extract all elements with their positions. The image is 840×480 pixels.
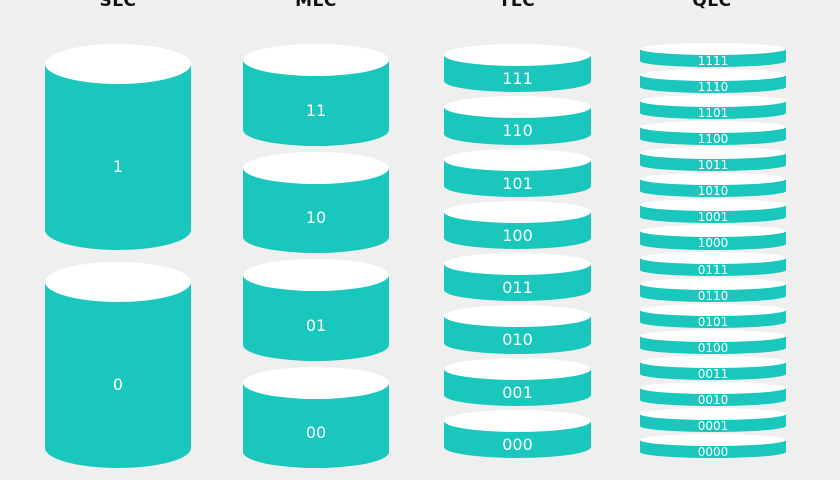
cylinder-top — [444, 44, 591, 66]
tlc-cell-100: 100 — [444, 200, 591, 249]
cylinder-top — [640, 69, 786, 82]
cylinder-top — [640, 355, 786, 368]
mlc-cell-10: 10 — [243, 151, 389, 253]
cell-bits-label: 1111 — [697, 54, 729, 69]
tlc-cell-011: 011 — [444, 253, 591, 302]
cylinder-top — [444, 409, 591, 432]
qlc-cell-0111: 0111 — [640, 251, 786, 277]
cylinder-top — [640, 329, 786, 342]
cylinder-top — [640, 303, 786, 316]
cell-bits-label: 11 — [305, 100, 327, 120]
cylinder-top — [640, 433, 786, 446]
cell-bits-label: 00 — [305, 423, 327, 443]
qlc-cell-0100: 0100 — [640, 329, 786, 355]
cylinder-top — [243, 44, 389, 76]
cell-bits-label: 0100 — [697, 340, 729, 355]
cell-bits-label: 1000 — [697, 236, 729, 251]
qlc-cell-0000: 0000 — [640, 433, 786, 459]
cylinder-top — [444, 357, 591, 380]
slc-cell-0: 0 — [45, 262, 191, 468]
cell-bits-label: 0011 — [697, 366, 729, 381]
cell-bits-label: 0010 — [697, 392, 729, 407]
cylinder-top — [640, 173, 786, 186]
qlc-cell-1100: 1100 — [640, 121, 786, 147]
tlc-cell-001: 001 — [444, 357, 591, 406]
cylinder-top — [444, 96, 591, 119]
cell-bits-label: 0111 — [697, 262, 729, 277]
qlc-cell-1011: 1011 — [640, 147, 786, 173]
mlc-title: MLC — [295, 0, 337, 11]
mlc-cell-00: 00 — [243, 366, 389, 468]
qlc-cell-1110: 1110 — [640, 69, 786, 95]
cylinder-top — [45, 44, 191, 84]
cell-bits-label: 111 — [502, 69, 533, 89]
cell-bits-label: 001 — [502, 382, 533, 402]
cylinder-top — [45, 262, 191, 302]
cylinder-top — [444, 200, 591, 223]
cylinder-top — [640, 43, 786, 55]
cell-bits-label: 1010 — [697, 184, 729, 199]
cylinder-top — [444, 148, 591, 171]
cell-bits-label: 0 — [112, 375, 124, 394]
cell-bits-label: 110 — [502, 121, 533, 141]
cell-bits-label: 0000 — [697, 444, 729, 459]
cell-bits-label: 1110 — [697, 80, 729, 95]
qlc-cell-0011: 0011 — [640, 355, 786, 381]
qlc-cell-0110: 0110 — [640, 277, 786, 303]
cylinder-top — [243, 259, 389, 291]
cell-bits-label: 0101 — [697, 314, 729, 329]
cell-bits-label: 010 — [502, 330, 533, 350]
cell-bits-label: 1001 — [697, 210, 729, 225]
qlc-cell-1010: 1010 — [640, 173, 786, 199]
tlc-cell-010: 010 — [444, 305, 591, 354]
slc-cell-1: 1 — [45, 44, 191, 250]
cylinder-top — [640, 199, 786, 212]
cylinder-top — [444, 253, 591, 275]
tlc-cell-110: 110 — [444, 96, 591, 145]
mlc-cell-11: 11 — [243, 44, 389, 146]
cylinder-top — [243, 151, 389, 184]
cylinder-top — [640, 277, 786, 290]
cylinder-body — [45, 282, 191, 468]
cylinder-body — [45, 64, 191, 250]
qlc-cell-1000: 1000 — [640, 225, 786, 251]
cell-bits-label: 1 — [112, 157, 124, 176]
qlc-cell-0010: 0010 — [640, 381, 786, 407]
tlc-cell-111: 111 — [444, 44, 591, 93]
cylinder-top — [243, 366, 389, 399]
cell-bits-label: 100 — [502, 225, 533, 245]
qlc-cell-1111: 1111 — [640, 43, 786, 69]
cell-bits-label: 011 — [502, 278, 533, 298]
cell-bits-label: 000 — [502, 434, 533, 454]
cell-bits-label: 0110 — [697, 288, 729, 303]
cell-bits-label: 10 — [305, 208, 327, 228]
qlc-cell-0101: 0101 — [640, 303, 786, 329]
cylinder-top — [640, 147, 786, 160]
tlc-cell-101: 101 — [444, 148, 591, 197]
cylinder-top — [640, 407, 786, 420]
cylinder-top — [444, 305, 591, 328]
cell-bits-label: 101 — [502, 173, 533, 193]
cylinder-top — [640, 95, 786, 108]
cell-bits-label: 1011 — [697, 158, 729, 173]
cylinder-top — [640, 225, 786, 238]
cylinder-top — [640, 121, 786, 134]
qlc-cell-1001: 1001 — [640, 199, 786, 225]
cell-bits-label: 1101 — [697, 106, 729, 121]
qlc-cell-0001: 0001 — [640, 407, 786, 433]
cell-bits-label: 0001 — [697, 418, 729, 433]
cylinder-top — [640, 251, 786, 264]
qlc-cell-1101: 1101 — [640, 95, 786, 121]
cylinder-top — [640, 381, 786, 394]
tlc-cell-000: 000 — [444, 409, 591, 458]
tlc-title: TLC — [498, 0, 536, 11]
qlc-title: QLC — [692, 0, 732, 11]
mlc-cell-01: 01 — [243, 259, 389, 361]
cell-bits-label: 01 — [305, 315, 327, 335]
cell-bits-label: 1100 — [697, 132, 729, 147]
slc-title: SLC — [99, 0, 137, 11]
